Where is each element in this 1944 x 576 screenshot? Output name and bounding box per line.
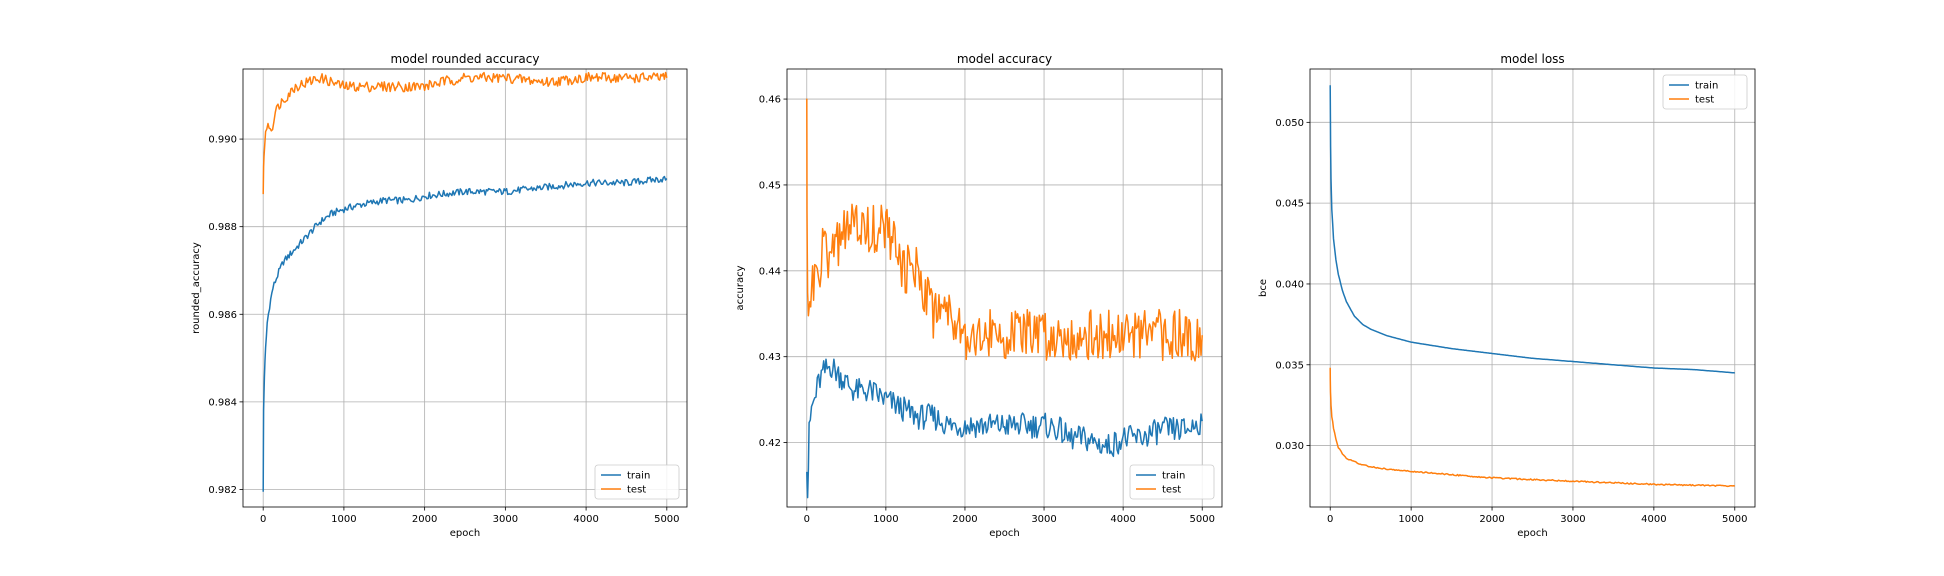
legend-label-train: train bbox=[1695, 81, 1718, 92]
y-tick-label: 0.982 bbox=[208, 485, 237, 496]
x-tick-label: 3000 bbox=[1560, 514, 1585, 525]
chart-title: model accuracy bbox=[957, 52, 1052, 66]
y-tick-label: 0.035 bbox=[1275, 360, 1304, 371]
chart-panel-2: 0 1000 2000 3000 4000 5000 0.030 0.035 0.040 0.04… bbox=[1258, 52, 1756, 539]
chart-title: model rounded accuracy bbox=[391, 52, 540, 66]
x-tick-label: 1000 bbox=[1398, 514, 1423, 525]
plot-frame bbox=[1309, 68, 1756, 508]
y-axis-label: accuracy bbox=[735, 265, 746, 310]
legend-label-test: test bbox=[1162, 485, 1181, 496]
legend: train test bbox=[1129, 464, 1215, 500]
y-tick-label: 0.43 bbox=[759, 352, 781, 363]
x-tick-label: 4000 bbox=[1641, 514, 1666, 525]
legend-label-test: test bbox=[627, 485, 646, 496]
x-tick-label: 2000 bbox=[1479, 514, 1504, 525]
chart-panel-0: 0 1000 2000 3000 4000 5000 0.982 0.984 0.986 0.98… bbox=[191, 52, 688, 539]
legend-label-test: test bbox=[1695, 95, 1714, 106]
y-tick-label: 0.030 bbox=[1275, 441, 1304, 452]
y-tick-label: 0.984 bbox=[208, 397, 237, 408]
series-line-train bbox=[806, 358, 1203, 499]
plot-frame bbox=[242, 68, 688, 508]
x-tick-label: 3000 bbox=[493, 514, 518, 525]
x-axis-label: epoch bbox=[1517, 528, 1547, 539]
y-axis-label: rounded_accuracy bbox=[191, 242, 202, 334]
legend: train test bbox=[1662, 74, 1748, 110]
x-tick-label: 4000 bbox=[1110, 514, 1135, 525]
chart-title: model loss bbox=[1500, 52, 1564, 66]
x-tick-label: 0 bbox=[1327, 514, 1333, 525]
y-axis-label: bce bbox=[1258, 279, 1269, 297]
x-tick-label: 1000 bbox=[873, 514, 898, 525]
x-tick-label: 0 bbox=[804, 514, 810, 525]
chart-panel-1: 0 1000 2000 3000 4000 5000 0.42 0.43 0.44 0.45 0.4… bbox=[735, 52, 1223, 539]
y-tick-label: 0.42 bbox=[759, 438, 781, 449]
series-line-train bbox=[1329, 85, 1735, 374]
legend-box bbox=[1662, 74, 1748, 110]
series-line-test bbox=[806, 98, 1203, 362]
y-tick-label: 0.040 bbox=[1275, 279, 1304, 290]
x-tick-label: 2000 bbox=[412, 514, 437, 525]
y-tick-label: 0.990 bbox=[208, 135, 237, 146]
x-tick-label: 3000 bbox=[1031, 514, 1056, 525]
series-line-train bbox=[262, 175, 668, 492]
plot-frame bbox=[786, 68, 1223, 508]
x-axis-label: epoch bbox=[450, 528, 480, 539]
y-tick-label: 0.46 bbox=[759, 95, 781, 106]
y-tick-label: 0.986 bbox=[208, 310, 237, 321]
x-tick-label: 5000 bbox=[654, 514, 679, 525]
x-tick-label: 0 bbox=[260, 514, 266, 525]
y-tick-label: 0.050 bbox=[1275, 118, 1304, 129]
x-tick-label: 4000 bbox=[573, 514, 598, 525]
x-axis-label: epoch bbox=[989, 528, 1019, 539]
y-tick-label: 0.045 bbox=[1275, 199, 1304, 210]
y-tick-label: 0.45 bbox=[759, 180, 781, 191]
legend-label-train: train bbox=[627, 471, 650, 482]
x-tick-label: 5000 bbox=[1722, 514, 1747, 525]
legend-box bbox=[1129, 464, 1215, 500]
series-line-test bbox=[1329, 367, 1735, 488]
legend: train test bbox=[594, 464, 680, 500]
y-tick-label: 0.988 bbox=[208, 222, 237, 233]
x-tick-label: 2000 bbox=[952, 514, 977, 525]
y-tick-label: 0.44 bbox=[759, 266, 781, 277]
legend-box bbox=[594, 464, 680, 500]
x-tick-label: 1000 bbox=[331, 514, 356, 525]
legend-label-train: train bbox=[1162, 471, 1185, 482]
series-line-test bbox=[262, 71, 668, 195]
x-tick-label: 5000 bbox=[1190, 514, 1215, 525]
